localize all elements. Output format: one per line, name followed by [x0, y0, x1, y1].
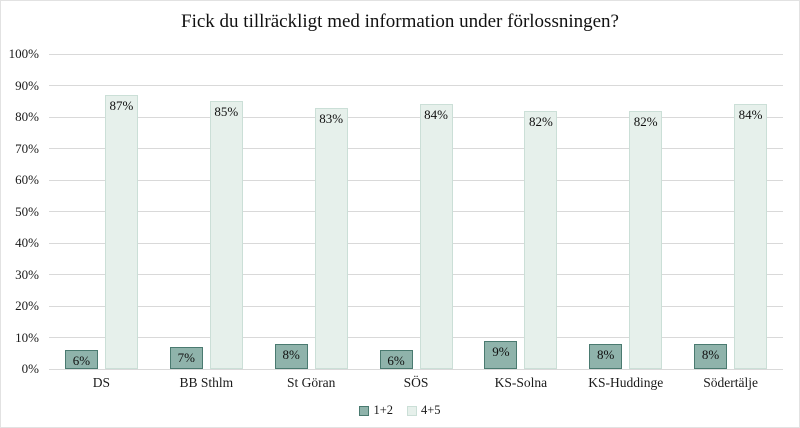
gridline	[49, 148, 783, 149]
bar-value-label: 84%	[424, 107, 448, 123]
legend-label: 1+2	[373, 403, 393, 417]
plot-area: 6% 87% 7% 85% 8% 83% 6% 84% 9% 82% 8% 82% 8% 84%	[49, 53, 783, 370]
x-axis-label: SÖS	[403, 375, 429, 390]
bar-4plus5: 83%	[314, 107, 348, 369]
bar-group-ds: 6% 87%	[49, 54, 154, 369]
gridline	[49, 179, 783, 181]
bar-1plus2: 6%	[379, 350, 413, 369]
bar-4plus5: 84%	[419, 104, 453, 369]
bar-4plus5: 85%	[209, 101, 243, 369]
bar-group-bb-sthlm: 7% 85%	[154, 54, 259, 369]
bar-value-label: 84%	[738, 107, 763, 123]
y-axis-tick-label: 50%	[15, 203, 39, 219]
x-axis-label: Södertälje	[703, 375, 758, 390]
gridline	[49, 116, 783, 118]
chart-title: Fick du tillräckligt med information und…	[181, 11, 619, 32]
gridline	[49, 305, 783, 307]
x-axis-label: St Göran	[286, 375, 336, 390]
bar-1plus2: 8%	[589, 343, 623, 369]
legend-item-4plus5: 4+5	[407, 403, 441, 418]
x-axis-label: DS	[92, 375, 111, 390]
bar-group-st-g-ran: 8% 83%	[259, 54, 364, 369]
y-axis-tick-label: 40%	[15, 235, 39, 250]
bar-group-ks-solna: 9% 82%	[468, 54, 573, 369]
bar-value-label: 9%	[492, 343, 510, 359]
legend-label: 4+5	[421, 403, 441, 417]
y-axis-tick-label: 100%	[8, 46, 39, 61]
y-axis-tick-label: 80%	[15, 109, 39, 124]
bar-value-label: 87%	[109, 97, 134, 113]
bar-4plus5: 84%	[734, 104, 768, 369]
bar-1plus2: 8%	[274, 343, 308, 369]
bar-1plus2: 9%	[484, 340, 518, 369]
legend-swatch-icon	[407, 405, 417, 416]
gridline	[49, 53, 783, 55]
bar-value-label: 82%	[528, 113, 553, 129]
gridline	[49, 337, 783, 338]
bar-value-label: 85%	[214, 104, 239, 120]
bar-value-label: 82%	[633, 113, 658, 129]
bar-group-s-s: 6% 84%	[364, 54, 469, 369]
bar-value-label: 6%	[72, 353, 91, 369]
bar-4plus5: 82%	[629, 110, 663, 369]
bar-group-ks-huddinge: 8% 82%	[573, 54, 678, 369]
chart-legend: 1+2 4+5	[1, 403, 799, 418]
y-axis-tick-label: 60%	[15, 172, 39, 187]
bar-1plus2: 8%	[694, 343, 728, 369]
bar-value-label: 8%	[597, 346, 615, 362]
x-axis-label: BB Sthlm	[179, 375, 234, 390]
gridline	[49, 85, 783, 86]
bar-1plus2: 6%	[64, 350, 98, 369]
gridline	[49, 211, 783, 212]
bar-value-label: 7%	[177, 349, 195, 365]
bar-1plus2: 7%	[169, 346, 203, 369]
bar-groups: 6% 87% 7% 85% 8% 83% 6% 84% 9% 82% 8% 82% 8% 84%	[49, 54, 783, 369]
y-axis-tick-label: 30%	[15, 266, 39, 282]
bar-group-s-dert-lje: 8% 84%	[678, 54, 783, 369]
y-axis-tick-label: 20%	[15, 298, 39, 313]
gridline	[49, 368, 783, 370]
y-axis-tick-labels: 0% 10% 20% 30% 40% 50% 60% 70% 80% 90% 100%	[1, 46, 41, 376]
bar-4plus5: 87%	[104, 94, 138, 369]
y-axis-tick-label: 70%	[15, 140, 39, 156]
x-axis-label: KS-Huddinge	[588, 375, 664, 390]
legend-swatch-icon	[359, 405, 370, 416]
gridline	[49, 274, 783, 275]
x-axis-category-labels: DS BB Sthlm St Göran SÖS KS-Solna KS-Huddinge…	[49, 375, 783, 391]
x-axis-label: KS-Solna	[494, 375, 548, 390]
bar-value-label: 8%	[701, 346, 720, 362]
bar-value-label: 6%	[387, 353, 405, 369]
y-axis-tick-label: 0%	[21, 361, 39, 376]
bar-value-label: 83%	[319, 110, 344, 126]
legend-item-1plus2: 1+2	[359, 403, 393, 418]
y-axis-tick-label: 90%	[15, 77, 39, 93]
gridline	[49, 242, 783, 244]
y-axis-tick-label: 10%	[15, 329, 39, 345]
bar-4plus5: 82%	[524, 110, 558, 369]
bar-value-label: 8%	[282, 346, 300, 362]
